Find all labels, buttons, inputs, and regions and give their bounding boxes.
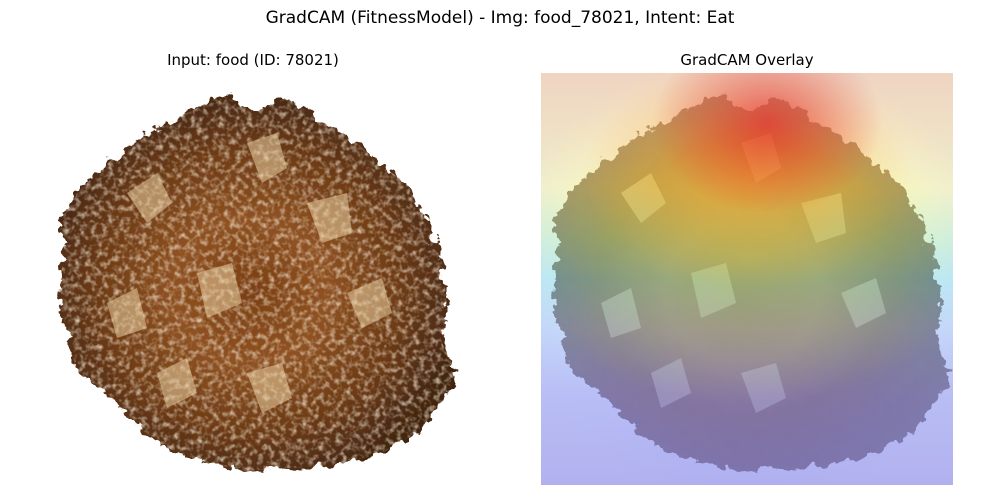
input-food-image [57,95,457,471]
heatmap-vignette [541,73,953,485]
input-image-panel [47,73,459,485]
gradcam-overlay-panel [541,73,953,485]
gradcam-heatmap [541,73,953,485]
gradcam-overlay-title: GradCAM Overlay [680,51,814,69]
input-image-title: Input: food (ID: 78021) [167,51,339,69]
figure-title: GradCAM (FitnessModel) - Img: food_78021… [265,8,735,28]
